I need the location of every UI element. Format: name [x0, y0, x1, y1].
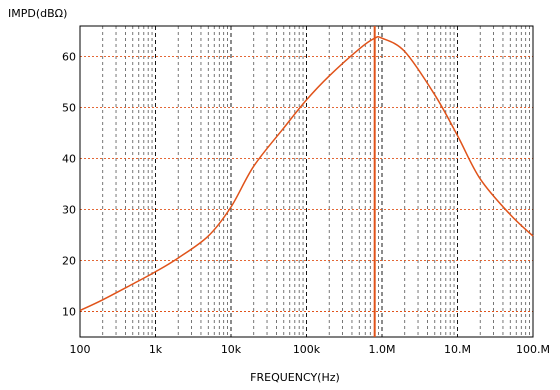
y-tick-label: 20	[62, 255, 76, 268]
plot-frame	[79, 25, 534, 338]
y-tick-label: 40	[62, 153, 76, 166]
y-tick-label: 50	[62, 102, 76, 115]
y-axis-label: IMPD(dBΩ)	[8, 7, 67, 20]
tick-labels: 100 1k 10k 100k 1.0M 10.M 100.M 10 20 30 40 50 60	[62, 51, 550, 356]
x-tick-label: 100.M	[516, 343, 550, 356]
x-tick-label: 10k	[221, 343, 242, 356]
x-tick-label: 10.M	[444, 343, 471, 356]
x-tick-label: 100k	[293, 343, 321, 356]
impedance-series-line	[79, 35, 534, 312]
y-tick-label: 30	[62, 204, 76, 217]
y-tick-label: 10	[62, 306, 76, 319]
x-tick-label: 1.0M	[369, 343, 396, 356]
series-layer	[79, 35, 534, 312]
y-tick-label: 60	[62, 51, 76, 64]
x-axis-label: FREQUENCY(Hz)	[250, 371, 340, 384]
x-tick-label: 1k	[149, 343, 163, 356]
x-tick-label: 100	[70, 343, 91, 356]
grid	[79, 26, 534, 337]
